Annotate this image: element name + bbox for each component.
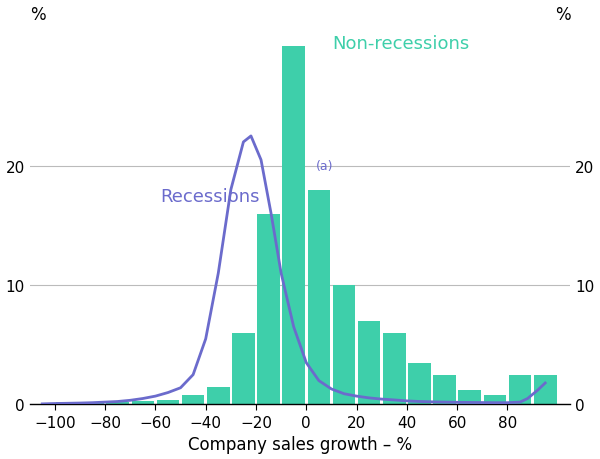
Bar [433, 375, 456, 404]
Bar [408, 363, 431, 404]
Bar [232, 333, 255, 404]
Text: %: % [29, 6, 45, 23]
Bar [509, 375, 532, 404]
Bar [534, 375, 557, 404]
Text: (a): (a) [316, 160, 334, 173]
Bar [81, 403, 104, 404]
Bar [308, 190, 330, 404]
Bar [207, 387, 230, 404]
Bar [458, 390, 481, 404]
Bar [131, 401, 154, 404]
Bar [484, 395, 506, 404]
Bar [383, 333, 406, 404]
Bar [182, 395, 205, 404]
Bar [283, 47, 305, 404]
Bar [157, 400, 179, 404]
Text: Non-recessions: Non-recessions [332, 35, 470, 53]
Bar [358, 321, 380, 404]
Bar [332, 285, 355, 404]
Text: %: % [555, 6, 571, 23]
Text: Recessions: Recessions [160, 187, 260, 205]
Bar [257, 214, 280, 404]
Bar [56, 402, 79, 404]
X-axis label: Company sales growth – %: Company sales growth – % [188, 436, 412, 453]
Bar [106, 402, 129, 404]
